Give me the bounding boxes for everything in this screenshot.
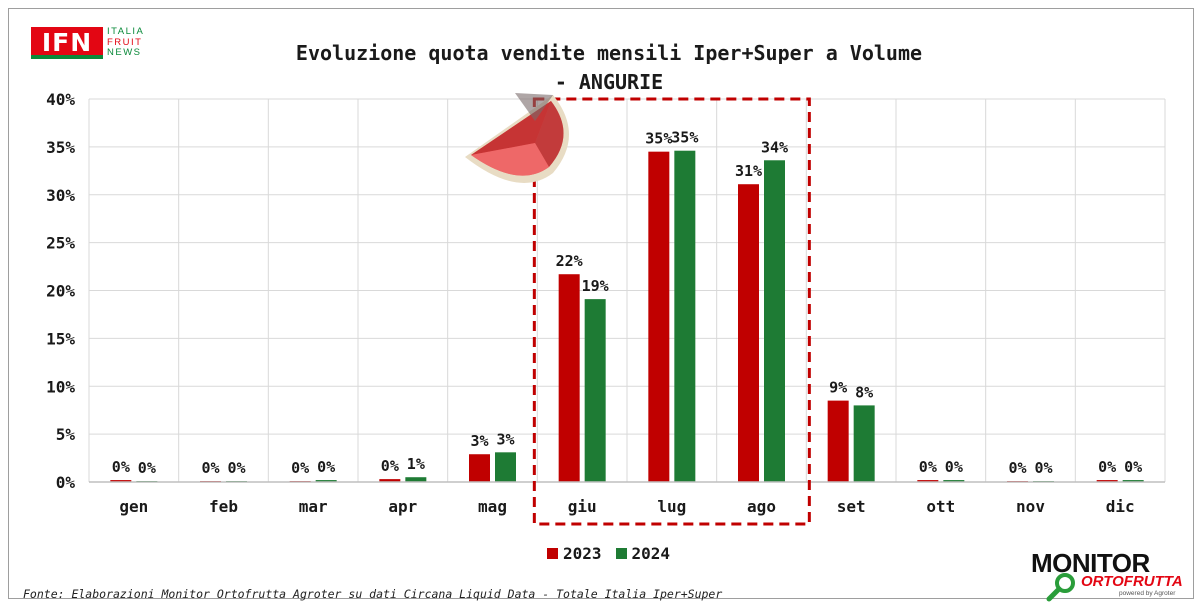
monitor-logo-sub: powered by Agroter xyxy=(1119,590,1176,597)
y-tick-label: 30% xyxy=(46,186,75,205)
data-label-2024-gen: 0% xyxy=(138,459,156,477)
y-tick-label: 15% xyxy=(46,329,75,348)
data-label-2023-ago: 31% xyxy=(735,162,762,180)
data-label-2024-mar: 0% xyxy=(317,458,335,476)
data-label-2023-mag: 3% xyxy=(470,432,488,450)
bar-2023-ago xyxy=(738,184,759,482)
y-tick-label: 20% xyxy=(46,282,75,301)
x-tick-label-mag: mag xyxy=(478,497,507,516)
monitor-logo-line2: ORTOFRUTTA xyxy=(1081,573,1183,590)
bar-2024-ago xyxy=(764,160,785,482)
bar-2023-mag xyxy=(469,454,490,482)
bar-2023-ott xyxy=(917,480,939,482)
bar-2024-mar xyxy=(315,480,337,482)
data-label-2023-mar: 0% xyxy=(291,459,309,477)
x-tick-label-gen: gen xyxy=(119,497,148,516)
chart-legend: 2023 2024 xyxy=(547,544,670,563)
data-label-2024-ago: 34% xyxy=(761,138,788,156)
ifn-logo-initials: IFN xyxy=(31,27,103,58)
x-tick-label-mar: mar xyxy=(299,497,328,516)
bar-2023-set xyxy=(827,400,849,482)
watermelon-slice-icon xyxy=(465,93,569,183)
data-label-2023-nov: 0% xyxy=(1008,459,1026,477)
data-label-2024-lug: 35% xyxy=(671,129,698,147)
data-label-2024-mag: 3% xyxy=(496,430,514,448)
x-tick-label-apr: apr xyxy=(388,497,417,516)
x-tick-label-ago: ago xyxy=(747,497,776,516)
legend-swatch-2024 xyxy=(615,548,627,559)
magnifier-icon xyxy=(1046,573,1075,602)
data-label-2024-nov: 0% xyxy=(1034,459,1052,477)
chart-title-line-2: - ANGURIE xyxy=(554,70,664,94)
data-label-2023-apr: 0% xyxy=(381,457,399,475)
highlight-box xyxy=(532,97,811,526)
data-label-2024-feb: 0% xyxy=(227,459,245,477)
legend-label-2024: 2024 xyxy=(631,544,671,563)
ifn-logo-word: FRUIT xyxy=(107,36,143,48)
legend-label-2023: 2023 xyxy=(563,544,602,563)
legend-item-2024: 2024 xyxy=(615,544,671,563)
x-tick-label-ott: ott xyxy=(926,497,955,516)
bar-2024-lug xyxy=(674,150,696,482)
x-tick-label-set: set xyxy=(837,497,866,516)
bar-2023-apr xyxy=(379,479,401,482)
chart-frame: IFN ITALIA FRUIT NEWS Evoluzione quota v… xyxy=(8,8,1194,602)
chart-title-line-1: Evoluzione quota vendite mensili Iper+Su… xyxy=(295,41,923,65)
bar-2023-giu xyxy=(558,274,580,482)
ifn-logo: IFN ITALIA FRUIT NEWS xyxy=(31,26,151,61)
y-tick-label: 35% xyxy=(46,138,75,157)
data-label-2023-lug: 35% xyxy=(645,130,672,148)
legend-swatch-2023 xyxy=(547,548,558,559)
y-tick-label: 10% xyxy=(46,377,75,396)
data-label-2024-set: 8% xyxy=(855,383,873,401)
x-tick-label-lug: lug xyxy=(657,497,686,516)
data-label-2024-dic: 0% xyxy=(1124,458,1142,476)
data-label-2023-ott: 0% xyxy=(919,458,937,476)
data-label-2023-gen: 0% xyxy=(112,458,130,476)
bar-2024-giu xyxy=(584,299,606,482)
monitor-logo-line1: MONITOR xyxy=(1031,548,1150,578)
ifn-logo-words: ITALIA FRUIT NEWS xyxy=(107,26,145,59)
x-tick-label-feb: feb xyxy=(209,497,238,516)
bar-2024-dic xyxy=(1122,480,1144,482)
legend-item-2023: 2023 xyxy=(547,544,602,563)
bar-2023-dic xyxy=(1096,480,1118,482)
bar-2023-gen xyxy=(110,480,132,482)
source-note: Fonte: Elaborazioni Monitor Ortofrutta A… xyxy=(23,587,723,601)
bar-2024-ott xyxy=(943,480,965,482)
bar-chart: 0% 5% 10% 15% 20% 25% 30% 35% 40% 0% 0% gen 0% 0% feb 0… xyxy=(46,90,1166,526)
ifn-logo-word: NEWS xyxy=(107,47,142,58)
data-label-2024-apr: 1% xyxy=(407,455,425,473)
data-label-2023-feb: 0% xyxy=(201,459,219,477)
y-tick-label: 25% xyxy=(46,234,75,253)
x-tick-label-giu: giu xyxy=(568,497,597,516)
data-label-2023-set: 9% xyxy=(829,379,847,397)
chart-title: Evoluzione quota vendite mensili Iper+Su… xyxy=(209,39,1009,97)
data-label-2024-giu: 19% xyxy=(582,277,609,295)
bar-2024-set xyxy=(853,405,875,482)
monitor-ortofrutta-logo: MONITOR ORTOFRUTTA powered by Agroter xyxy=(1031,550,1191,602)
bar-2024-mag xyxy=(495,452,516,482)
bar-2023-lug xyxy=(648,151,670,482)
y-tick-label: 0% xyxy=(56,473,76,492)
x-tick-label-nov: nov xyxy=(1016,497,1045,516)
data-label-2023-dic: 0% xyxy=(1098,458,1116,476)
ifn-logo-stripe xyxy=(31,55,103,59)
y-tick-label: 40% xyxy=(46,90,75,109)
ifn-logo-word: ITALIA xyxy=(107,26,145,37)
bar-2024-apr xyxy=(405,477,427,482)
x-tick-label-dic: dic xyxy=(1106,497,1135,516)
y-tick-label: 5% xyxy=(56,425,76,444)
data-label-2024-ott: 0% xyxy=(945,458,963,476)
data-label-2023-giu: 22% xyxy=(556,252,583,270)
